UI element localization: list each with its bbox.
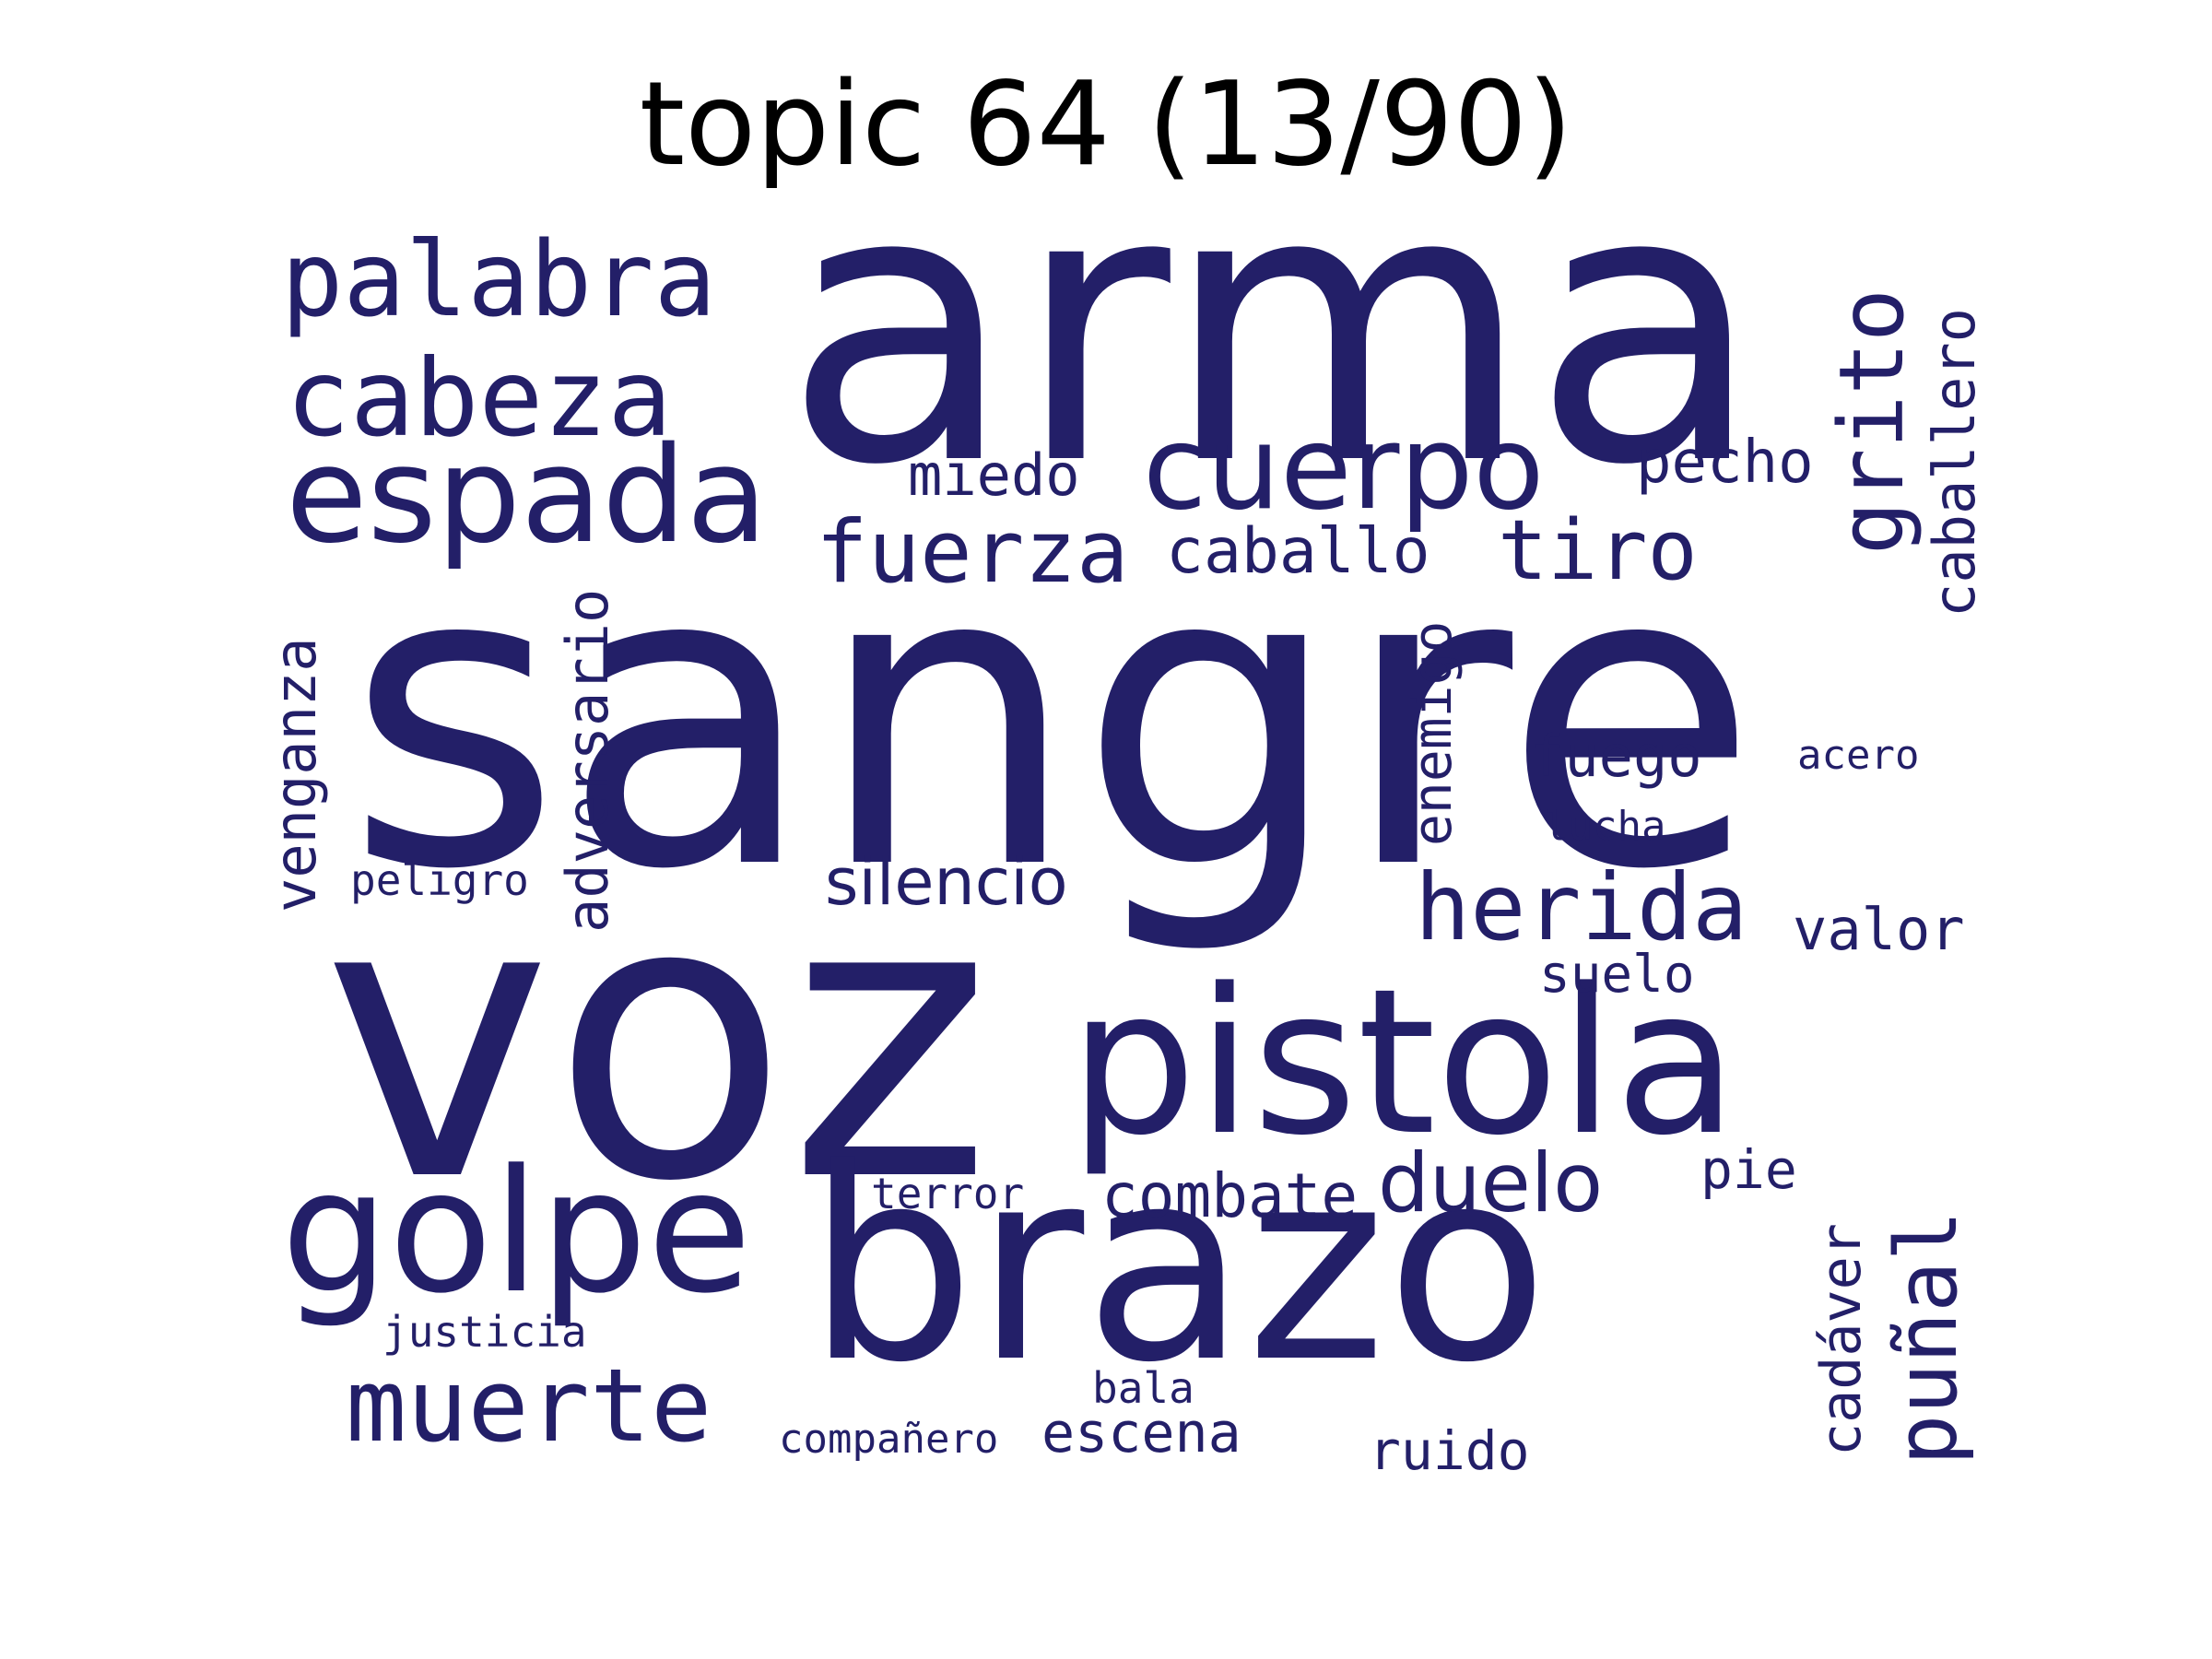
- word-enemigo: enemigo: [1401, 620, 1464, 846]
- word-pie: pie: [1700, 1138, 1797, 1201]
- word-ruido: ruido: [1369, 1419, 1530, 1482]
- word-adversario: adversario: [554, 588, 621, 933]
- word-bala: bala: [1092, 1363, 1194, 1413]
- word-fuego: fuego: [1530, 723, 1702, 790]
- word-fuerza: fuerza: [816, 502, 1129, 603]
- word-justicia: justicia: [382, 1307, 587, 1357]
- word-escena: escena: [1041, 1401, 1241, 1465]
- word-cuerpo: cuerpo: [1143, 400, 1545, 535]
- word-brazo: brazo: [806, 1112, 1549, 1420]
- word-caballero: caballero: [1921, 308, 1988, 618]
- word-herida: herida: [1415, 853, 1748, 961]
- word-tiro: tiro: [1498, 502, 1698, 599]
- word-golpe: golpe: [281, 1134, 752, 1331]
- cloud-title: topic 64 (13/90): [639, 56, 1573, 192]
- word-palabra: palabra: [281, 220, 717, 340]
- word-arma: arma: [783, 107, 1764, 547]
- word-voz: voz: [323, 816, 992, 1266]
- word-caballo: caballo: [1166, 515, 1430, 588]
- word-terror: terror: [871, 1169, 1025, 1218]
- word-muerte: muerte: [346, 1347, 712, 1465]
- word-espada: espada: [286, 418, 768, 572]
- word-silencio: silencio: [825, 844, 1068, 920]
- word-cabeza: cabeza: [286, 336, 673, 461]
- word-peligro: peligro: [350, 855, 529, 905]
- word-suelo: suelo: [1539, 945, 1695, 1005]
- word-venganza: venganza: [262, 637, 329, 912]
- word-companero: compañero: [779, 1416, 999, 1463]
- word-cadaver: cadáver: [1809, 1223, 1874, 1456]
- word-acero: acero: [1797, 732, 1920, 779]
- word-pistola: pistola: [1069, 947, 1738, 1180]
- word-lucha: lucha: [1544, 803, 1666, 850]
- word-miedo: miedo: [908, 441, 1080, 509]
- word-duelo: duelo: [1378, 1135, 1604, 1230]
- word-pecho: pecho: [1636, 429, 1814, 497]
- word-punal: puñal: [1877, 1210, 1976, 1465]
- word-sangre: sangre: [346, 477, 1759, 960]
- word-combate: combate: [1101, 1160, 1359, 1231]
- word-grito: grito: [1820, 288, 1924, 555]
- word-valor: valor: [1793, 896, 1965, 963]
